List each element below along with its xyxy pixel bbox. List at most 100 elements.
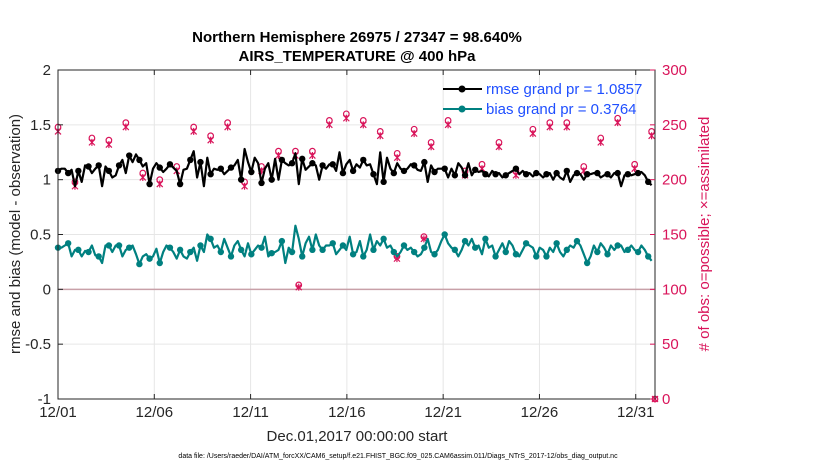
bias-point [410,248,418,256]
bias-point [319,246,326,254]
bias-point [64,240,72,247]
obs-assimilated-marker [207,136,215,144]
rmse-point [187,156,194,164]
bias-point [360,253,367,260]
x-axis-label: Dec.01,2017 00:00:00 start [267,428,449,445]
obs-assimilated-marker [444,121,452,129]
bias-point [370,246,377,254]
bias-point [95,253,102,260]
obs-assimilated-marker [325,121,333,129]
rmse-point [400,167,408,175]
bias-point [461,237,469,245]
bias-point [472,244,479,251]
rmse-point [217,165,225,172]
bias-point [502,248,509,256]
rmse-point [461,172,469,179]
obs-assimilated-marker [224,123,232,131]
rmse-point [390,169,398,177]
legend-rmse-label: rmse grand pr = 1.0857 [486,81,642,98]
bias-point [339,242,347,249]
bias-point [645,253,652,260]
rmse-point [645,178,652,186]
rmse-point [207,170,214,178]
rmse-point [268,176,275,183]
bias-point [390,248,398,256]
obs-assimilated-marker [359,121,367,129]
rmse-point [248,168,255,176]
obs-assimilated-marker [88,138,96,146]
y-axis-right-label: # of obs: o=possible; ×=assimilated [696,117,713,352]
y-right-tick-label: 250 [662,117,687,134]
y-left-tick-label: -0.5 [25,336,51,353]
obs-assimilated-marker [529,130,537,138]
bias-point [583,259,591,267]
x-tick-label: 12/06 [136,404,174,421]
y-right-tick-label: 100 [662,281,687,298]
rmse-point [573,169,581,177]
bias-point [166,244,174,251]
bias-point [258,244,265,251]
bias-point [309,246,316,254]
obs-assimilated-marker [563,123,571,131]
rmse-point [594,169,601,177]
rmse-point [85,163,92,170]
y-left-tick-label: 0.5 [30,227,51,244]
bias-point [482,235,489,243]
obs-assimilated-marker [614,119,622,127]
y-right-tick-label: 50 [662,336,679,353]
bias-point [451,246,459,254]
obs-assimilated-marker [241,182,248,190]
rmse-point [156,164,163,171]
rmse-point [197,158,204,166]
bias-point [594,248,601,256]
rmse-point [288,160,296,167]
x-tick-label: 12/26 [521,404,559,421]
obs-assimilated-marker [597,138,605,146]
bias-point [492,253,499,260]
legend-bias-label: bias grand pr = 0.3764 [486,101,637,118]
rmse-point [512,165,520,172]
y-axis-right-ticks: 0 50 100 150 200 250 300 [650,62,687,408]
rmse-point [258,179,265,187]
rmse-point [472,166,479,173]
bias-point [441,231,448,238]
obs-assimilated-marker [427,143,435,151]
rmse-point [278,156,286,164]
rmse-point [176,180,184,188]
y-right-tick-label: 0 [662,391,670,408]
bias-point [563,246,571,254]
bias-point [105,242,113,249]
bias-point [85,248,92,256]
obs-assimilated-marker [156,180,164,188]
obs-assimilated-marker [342,114,350,122]
rmse-point [583,170,591,178]
bias-point [553,240,560,247]
bias-point [431,251,438,258]
bias-point [75,246,82,254]
bias-point [217,248,225,256]
y-axis-left-ticks: -1 -0.5 0 0.5 1 1.5 2 [25,62,63,408]
y-left-tick-label: 1.5 [30,117,51,134]
y-axis-left-label: rmse and bias (model - observation) [7,114,24,354]
bias-point [299,253,306,260]
chart-title-line-1: Northern Hemisphere 26975 / 27347 = 98.6… [192,29,522,46]
bias-point [197,242,204,249]
x-tick-label: 12/11 [232,404,268,421]
rmse-point [349,167,357,175]
rmse-point [299,155,306,163]
rmse-point [227,164,235,171]
rmse-point [146,180,153,188]
rmse-point [370,170,377,178]
chart-title-line-2: AIRS_TEMPERATURE @ 400 hPa [239,48,477,65]
bias-point [512,251,520,258]
bias-point [268,249,275,257]
x-tick-label: 12/31 [617,404,655,421]
y-left-tick-label: 0 [43,281,51,298]
data-file-footnote: data file: /Users/raeder/DAI/ATM_forcXX/… [178,453,618,460]
y-right-tick-label: 200 [662,172,687,189]
obs-assimilated-marker [393,154,401,162]
rmse-point [553,169,560,177]
rmse-point [75,167,82,175]
y-left-tick-label: 2 [43,62,51,79]
